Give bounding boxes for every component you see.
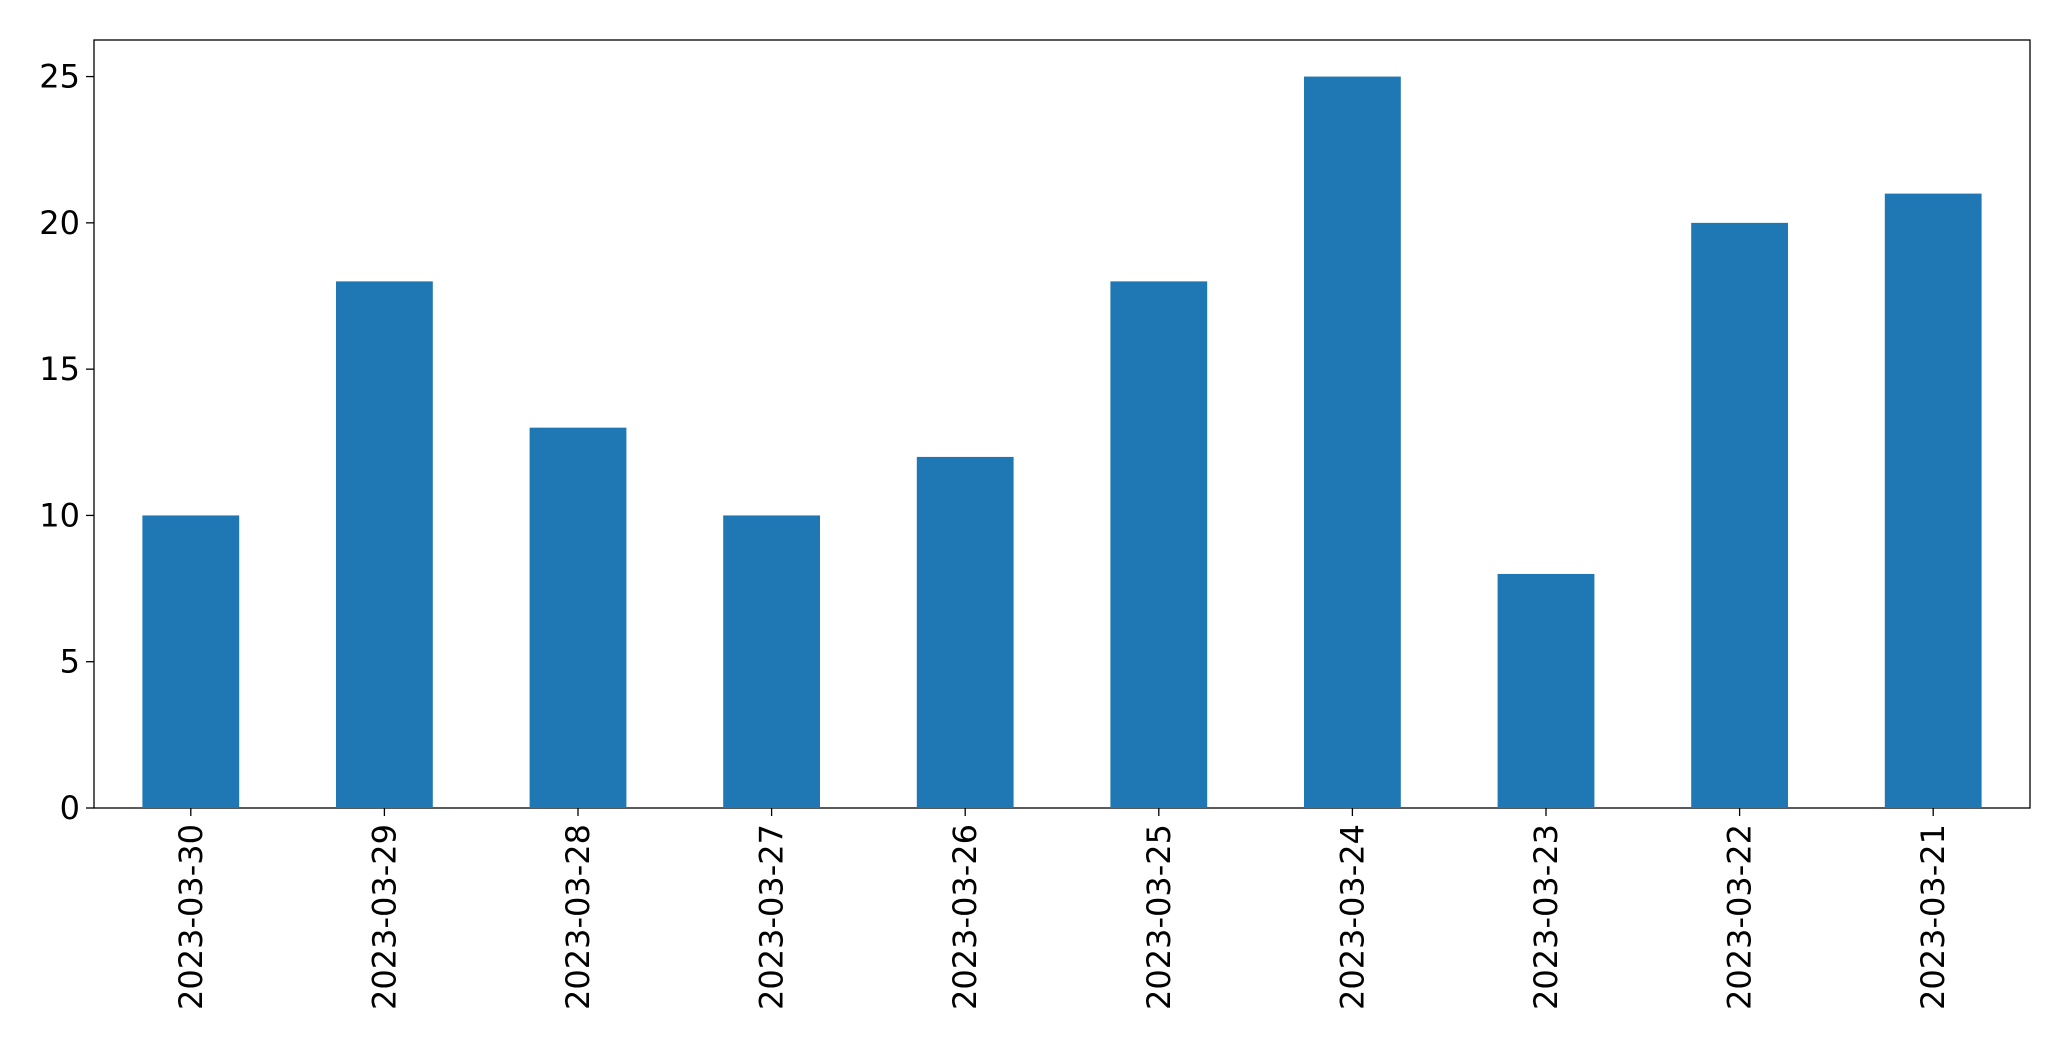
plot-frame xyxy=(93,39,2031,809)
bar xyxy=(1884,193,1982,809)
x-tick-label: 2023-03-28 xyxy=(559,824,597,1010)
bar xyxy=(723,515,820,808)
x-tick-label: 2023-03-21 xyxy=(1914,824,1952,1010)
x-tick-label: 2023-03-26 xyxy=(946,824,984,1010)
y-tick-label: 25 xyxy=(39,58,80,96)
x-tick-label: 2023-03-30 xyxy=(172,824,210,1010)
bar xyxy=(529,427,627,808)
x-tick-label: 2023-03-27 xyxy=(753,824,791,1010)
y-tick-label: 5 xyxy=(60,643,80,681)
x-tick-label: 2023-03-22 xyxy=(1721,824,1759,1010)
x-tick-label: 2023-03-23 xyxy=(1527,824,1565,1010)
bar xyxy=(1110,281,1208,808)
x-tick-label: 2023-03-25 xyxy=(1140,824,1178,1010)
y-tick-label: 15 xyxy=(39,350,80,388)
y-tick-label: 10 xyxy=(39,496,80,534)
bar xyxy=(142,515,240,808)
bar xyxy=(1497,573,1595,808)
y-tick-label: 0 xyxy=(60,789,80,827)
y-tick-label: 20 xyxy=(39,204,80,242)
bar xyxy=(1691,222,1788,808)
bar xyxy=(336,281,433,808)
bar xyxy=(916,456,1014,808)
x-tick-label: 2023-03-29 xyxy=(365,824,403,1010)
x-tick-label: 2023-03-24 xyxy=(1333,824,1371,1010)
bar xyxy=(1304,76,1401,809)
